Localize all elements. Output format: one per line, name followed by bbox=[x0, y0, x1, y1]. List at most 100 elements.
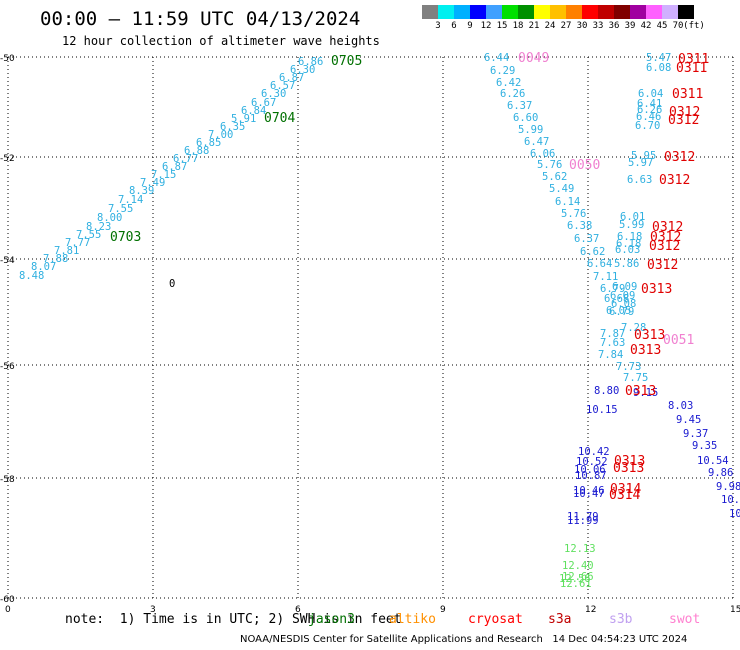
legend-s3b: s3b bbox=[609, 612, 633, 627]
pass-tag: 0704 bbox=[264, 111, 295, 126]
colorbar-swatch bbox=[438, 5, 454, 19]
lat-tick-label: -54 bbox=[0, 256, 15, 266]
wave-height-reading: 6.06 bbox=[530, 148, 555, 160]
wave-height-reading: 8.80 bbox=[594, 385, 619, 397]
wave-height-reading: 8.07 bbox=[31, 261, 56, 273]
pass-tag: 0703 bbox=[110, 230, 141, 245]
wave-height-reading: 6.05 bbox=[606, 305, 631, 317]
wave-height-reading: 6.14 bbox=[555, 196, 580, 208]
wave-height-reading: 6.46 bbox=[636, 111, 661, 123]
wave-height-reading: 10.47 bbox=[573, 488, 605, 500]
colorbar-label: 30 bbox=[576, 21, 588, 31]
wave-height-reading: 6.18 bbox=[616, 238, 641, 250]
wave-height-reading: 10.15 bbox=[586, 404, 618, 416]
lat-tick-label: -52 bbox=[0, 154, 15, 164]
legend-jason3: jason3 bbox=[308, 612, 355, 627]
wave-height-reading: 6.87 bbox=[279, 72, 304, 84]
wave-height-reading: 10.87 bbox=[575, 470, 607, 482]
wave-height-reading: 9.98 bbox=[716, 481, 740, 493]
axis-tick-labels: -50-52-54-56-58-600 3 6 9 12 15 bbox=[0, 54, 740, 615]
wave-height-reading: 6.88 bbox=[184, 145, 209, 157]
wave-height-reading: 6.37 bbox=[574, 233, 599, 245]
wave-height-reading: 6.77 bbox=[173, 153, 198, 165]
wave-height-reading: 7.55 bbox=[76, 229, 101, 241]
colorbar-swatch bbox=[662, 5, 678, 19]
wave-height-reading: 6.47 bbox=[524, 136, 549, 148]
wave-height-reading: 9.86 bbox=[708, 467, 733, 479]
time-tick-label: 9 bbox=[440, 605, 446, 615]
wave-height-reading: 7.81 bbox=[54, 245, 79, 257]
wave-height-reading: 5.62 bbox=[542, 171, 567, 183]
wave-height-reading: 5.76 bbox=[561, 208, 586, 220]
wave-height-reading: 8.23 bbox=[86, 221, 111, 233]
time-tick-label: 6 bbox=[295, 605, 301, 615]
wave-height-reading: 7.55 bbox=[108, 203, 133, 215]
wave-height-reading: 12.66 bbox=[562, 571, 594, 583]
lat-tick-label: -58 bbox=[0, 475, 15, 485]
pass-tag: 0314 bbox=[609, 488, 640, 503]
wave-height-reading: 7.75 bbox=[623, 372, 648, 384]
wave-height-reading: 7.11 bbox=[593, 271, 618, 283]
wave-height-reading: 6.62 bbox=[580, 246, 605, 258]
colorbar-label: (ft) bbox=[683, 21, 705, 31]
wave-height-reading: 5.47 bbox=[646, 52, 671, 64]
colorbar-label: 39 bbox=[624, 21, 636, 31]
wave-height-reading: 8.00 bbox=[97, 212, 122, 224]
wave-height-reading: 6.84 bbox=[241, 105, 266, 117]
wave-height-reading: 10.42 bbox=[578, 446, 610, 458]
pass-tag: 0312 bbox=[649, 239, 680, 254]
pass-tag: 0313 bbox=[613, 461, 644, 476]
wave-height-reading: 12.61 bbox=[560, 578, 592, 590]
pass-tag: 0311 bbox=[678, 52, 709, 67]
wave-height-reading: 6.01 bbox=[620, 211, 645, 223]
lat-tick-label: -60 bbox=[0, 595, 15, 605]
lat-tick-label: -50 bbox=[0, 54, 15, 64]
wave-height-reading: 7.63 bbox=[600, 337, 625, 349]
wave-height-reading: 6.26 bbox=[500, 88, 525, 100]
colorbar-labels: 3 6 9 12 15 18 21 24 27 30 33 36 39 42 45 70 (ft) bbox=[422, 21, 740, 35]
wave-height-reading: 5.99 bbox=[518, 124, 543, 136]
wave-height-reading: 6.44 bbox=[484, 52, 509, 64]
pass-tag: 0314 bbox=[610, 482, 641, 497]
wave-height-reading: 6.64 bbox=[587, 258, 612, 270]
wave-height-reading: 12.13 bbox=[564, 543, 596, 555]
stray-mark: 0 bbox=[169, 278, 175, 290]
wave-height-reading: 6.87 bbox=[162, 161, 187, 173]
wave-height-reading: 6.09 bbox=[610, 290, 635, 302]
map-grid bbox=[7, 56, 734, 599]
colorbar-label: 36 bbox=[608, 21, 620, 31]
pass-tag: 0313 bbox=[641, 282, 672, 297]
wave-height-reading: 6.08 bbox=[646, 62, 671, 74]
pass-tag: 0312 bbox=[668, 113, 699, 128]
colorbar-swatch bbox=[630, 5, 646, 19]
wave-height-reading: 6.63 bbox=[627, 174, 652, 186]
wave-height-reading: 7.77 bbox=[65, 237, 90, 249]
wave-height-reading: 5.91 bbox=[231, 113, 256, 125]
chart-subtitle: 12 hour collection of altimeter wave hei… bbox=[62, 34, 380, 48]
pass-tag: 0050 bbox=[569, 158, 600, 173]
wave-height-reading: 6.18 bbox=[617, 231, 642, 243]
colorbar-swatch bbox=[566, 5, 582, 19]
pass-tag: 0311 bbox=[672, 87, 703, 102]
colorbar-label: 9 bbox=[467, 21, 473, 31]
pass-tag: 0051 bbox=[663, 333, 694, 348]
wave-height-reading: 5.95 bbox=[631, 150, 656, 162]
wave-height-reading: 6.37 bbox=[507, 100, 532, 112]
wave-height-reading: 6.29 bbox=[490, 65, 515, 77]
colorbar-label: 33 bbox=[592, 21, 604, 31]
wave-height-reading: 6.67 bbox=[251, 97, 276, 109]
time-tick-label: 15 bbox=[730, 605, 740, 615]
pass-tag: 0312 bbox=[659, 173, 690, 188]
colorbar-label: 27 bbox=[560, 21, 572, 31]
wave-height-reading: 5.97 bbox=[628, 157, 653, 169]
colorbar-swatch bbox=[486, 5, 502, 19]
wave-height-reading: 6.60 bbox=[513, 112, 538, 124]
time-tick-label: 3 bbox=[150, 605, 156, 615]
colorbar-swatch bbox=[550, 5, 566, 19]
colorbar-label: 21 bbox=[528, 21, 540, 31]
wave-height-reading: 6.30 bbox=[261, 88, 286, 100]
legend-s3a: s3a bbox=[548, 612, 572, 627]
pass-tag: 0313 bbox=[634, 328, 665, 343]
colorbar-label: 6 bbox=[451, 21, 457, 31]
pass-tag: 0312 bbox=[647, 258, 678, 273]
